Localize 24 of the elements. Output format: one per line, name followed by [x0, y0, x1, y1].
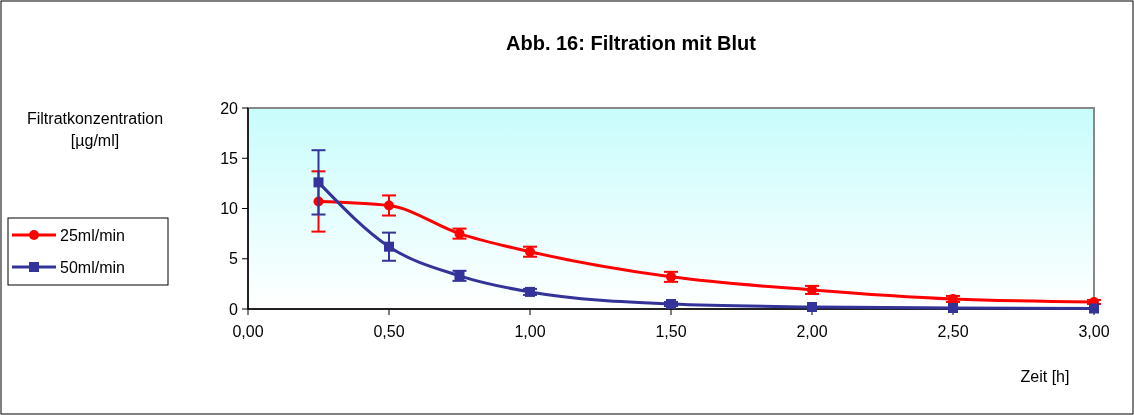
point	[313, 177, 324, 188]
y-tick-label: 5	[229, 250, 239, 268]
x-tick-label: 2,00	[796, 323, 828, 340]
y-tick-label: 20	[220, 99, 239, 117]
x-tick-label: 1,50	[655, 323, 687, 340]
point	[384, 200, 394, 211]
point	[948, 303, 958, 313]
legend-label: 25ml/min	[60, 226, 125, 244]
x-tick-label: 3,00	[1078, 323, 1110, 340]
x-tick-label: 1,00	[514, 323, 546, 340]
y-tick-label: 0	[229, 300, 239, 318]
point	[948, 293, 958, 304]
x-tick-label: 0,00	[232, 323, 264, 340]
legend-label: 50ml/min	[60, 258, 125, 276]
point	[384, 241, 394, 252]
point	[525, 286, 535, 297]
x-axis-title: Zeit [h]	[1020, 368, 1070, 385]
y-tick-label: 10	[220, 200, 239, 218]
x-tick-label: 2,50	[937, 323, 969, 340]
y-tick-label: 15	[220, 149, 239, 167]
point	[807, 301, 817, 312]
y-axis-title: Filtratkonzentration [µg/ml]	[26, 110, 164, 149]
chart-title: Abb. 16: Filtration mit Blut	[506, 32, 757, 54]
x-tick-label: 0,50	[373, 323, 405, 340]
